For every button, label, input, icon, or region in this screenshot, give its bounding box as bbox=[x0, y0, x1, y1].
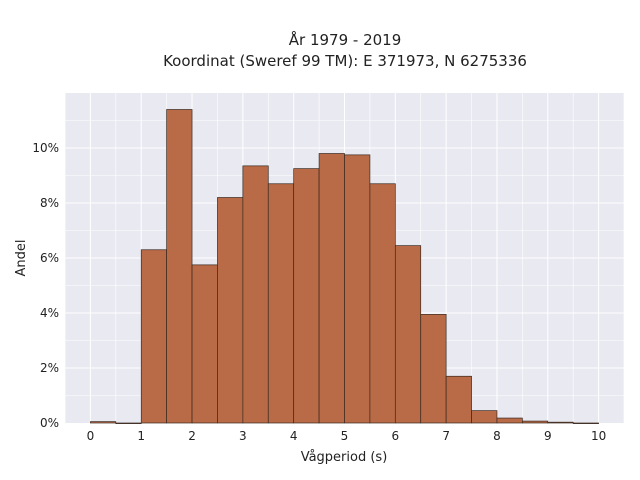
histogram-bar bbox=[267, 183, 295, 424]
x-tick-label: 6 bbox=[391, 429, 399, 443]
x-tick-label: 0 bbox=[87, 429, 95, 443]
x-tick-label: 4 bbox=[290, 429, 298, 443]
y-tick-label: 2% bbox=[40, 361, 59, 375]
bars bbox=[90, 109, 599, 424]
y-tick-label: 4% bbox=[40, 306, 59, 320]
x-tick-label: 5 bbox=[341, 429, 349, 443]
x-tick-label: 10 bbox=[591, 429, 606, 443]
y-tick-label: 0% bbox=[40, 416, 59, 430]
y-tick-label: 6% bbox=[40, 251, 59, 265]
histogram-bar bbox=[445, 375, 472, 424]
x-tick-label: 3 bbox=[239, 429, 247, 443]
x-axis-ticks: 0 1 2 3 4 5 6 7 8 9 10 bbox=[87, 429, 607, 443]
chart-title-line-2: Koordinat (Sweref 99 TM): E 371973, N 62… bbox=[163, 52, 527, 70]
histogram-bar bbox=[547, 421, 574, 424]
histogram-bar bbox=[572, 422, 599, 424]
histogram-bar bbox=[191, 264, 218, 424]
y-axis-label: Andel bbox=[14, 240, 29, 277]
y-tick-label: 8% bbox=[40, 196, 59, 210]
histogram-bar bbox=[522, 420, 549, 424]
histogram-bar bbox=[217, 197, 244, 424]
histogram-bar bbox=[115, 422, 142, 424]
chart-title-line-1: År 1979 - 2019 bbox=[289, 30, 402, 49]
histogram-bar bbox=[344, 154, 371, 424]
x-tick-label: 1 bbox=[137, 429, 145, 443]
histogram-bar bbox=[90, 421, 117, 424]
histogram-bar bbox=[166, 109, 193, 424]
y-axis-ticks: 0% 2% 4% 6% 8% 10% bbox=[32, 141, 59, 430]
histogram-bar bbox=[394, 245, 422, 424]
y-tick-label: 10% bbox=[32, 141, 59, 155]
histogram-bar bbox=[420, 314, 447, 424]
x-tick-label: 8 bbox=[493, 429, 501, 443]
histogram-bar bbox=[242, 165, 269, 424]
x-tick-label: 9 bbox=[544, 429, 552, 443]
histogram-bar bbox=[369, 183, 396, 424]
x-tick-label: 7 bbox=[442, 429, 450, 443]
histogram-bar bbox=[496, 417, 523, 424]
histogram-bar bbox=[140, 249, 167, 424]
histogram-bar bbox=[293, 168, 320, 424]
x-axis-label: Vågperiod (s) bbox=[301, 450, 388, 465]
histogram-bar bbox=[318, 153, 345, 424]
histogram-bar bbox=[471, 410, 498, 424]
x-tick-label: 2 bbox=[188, 429, 196, 443]
